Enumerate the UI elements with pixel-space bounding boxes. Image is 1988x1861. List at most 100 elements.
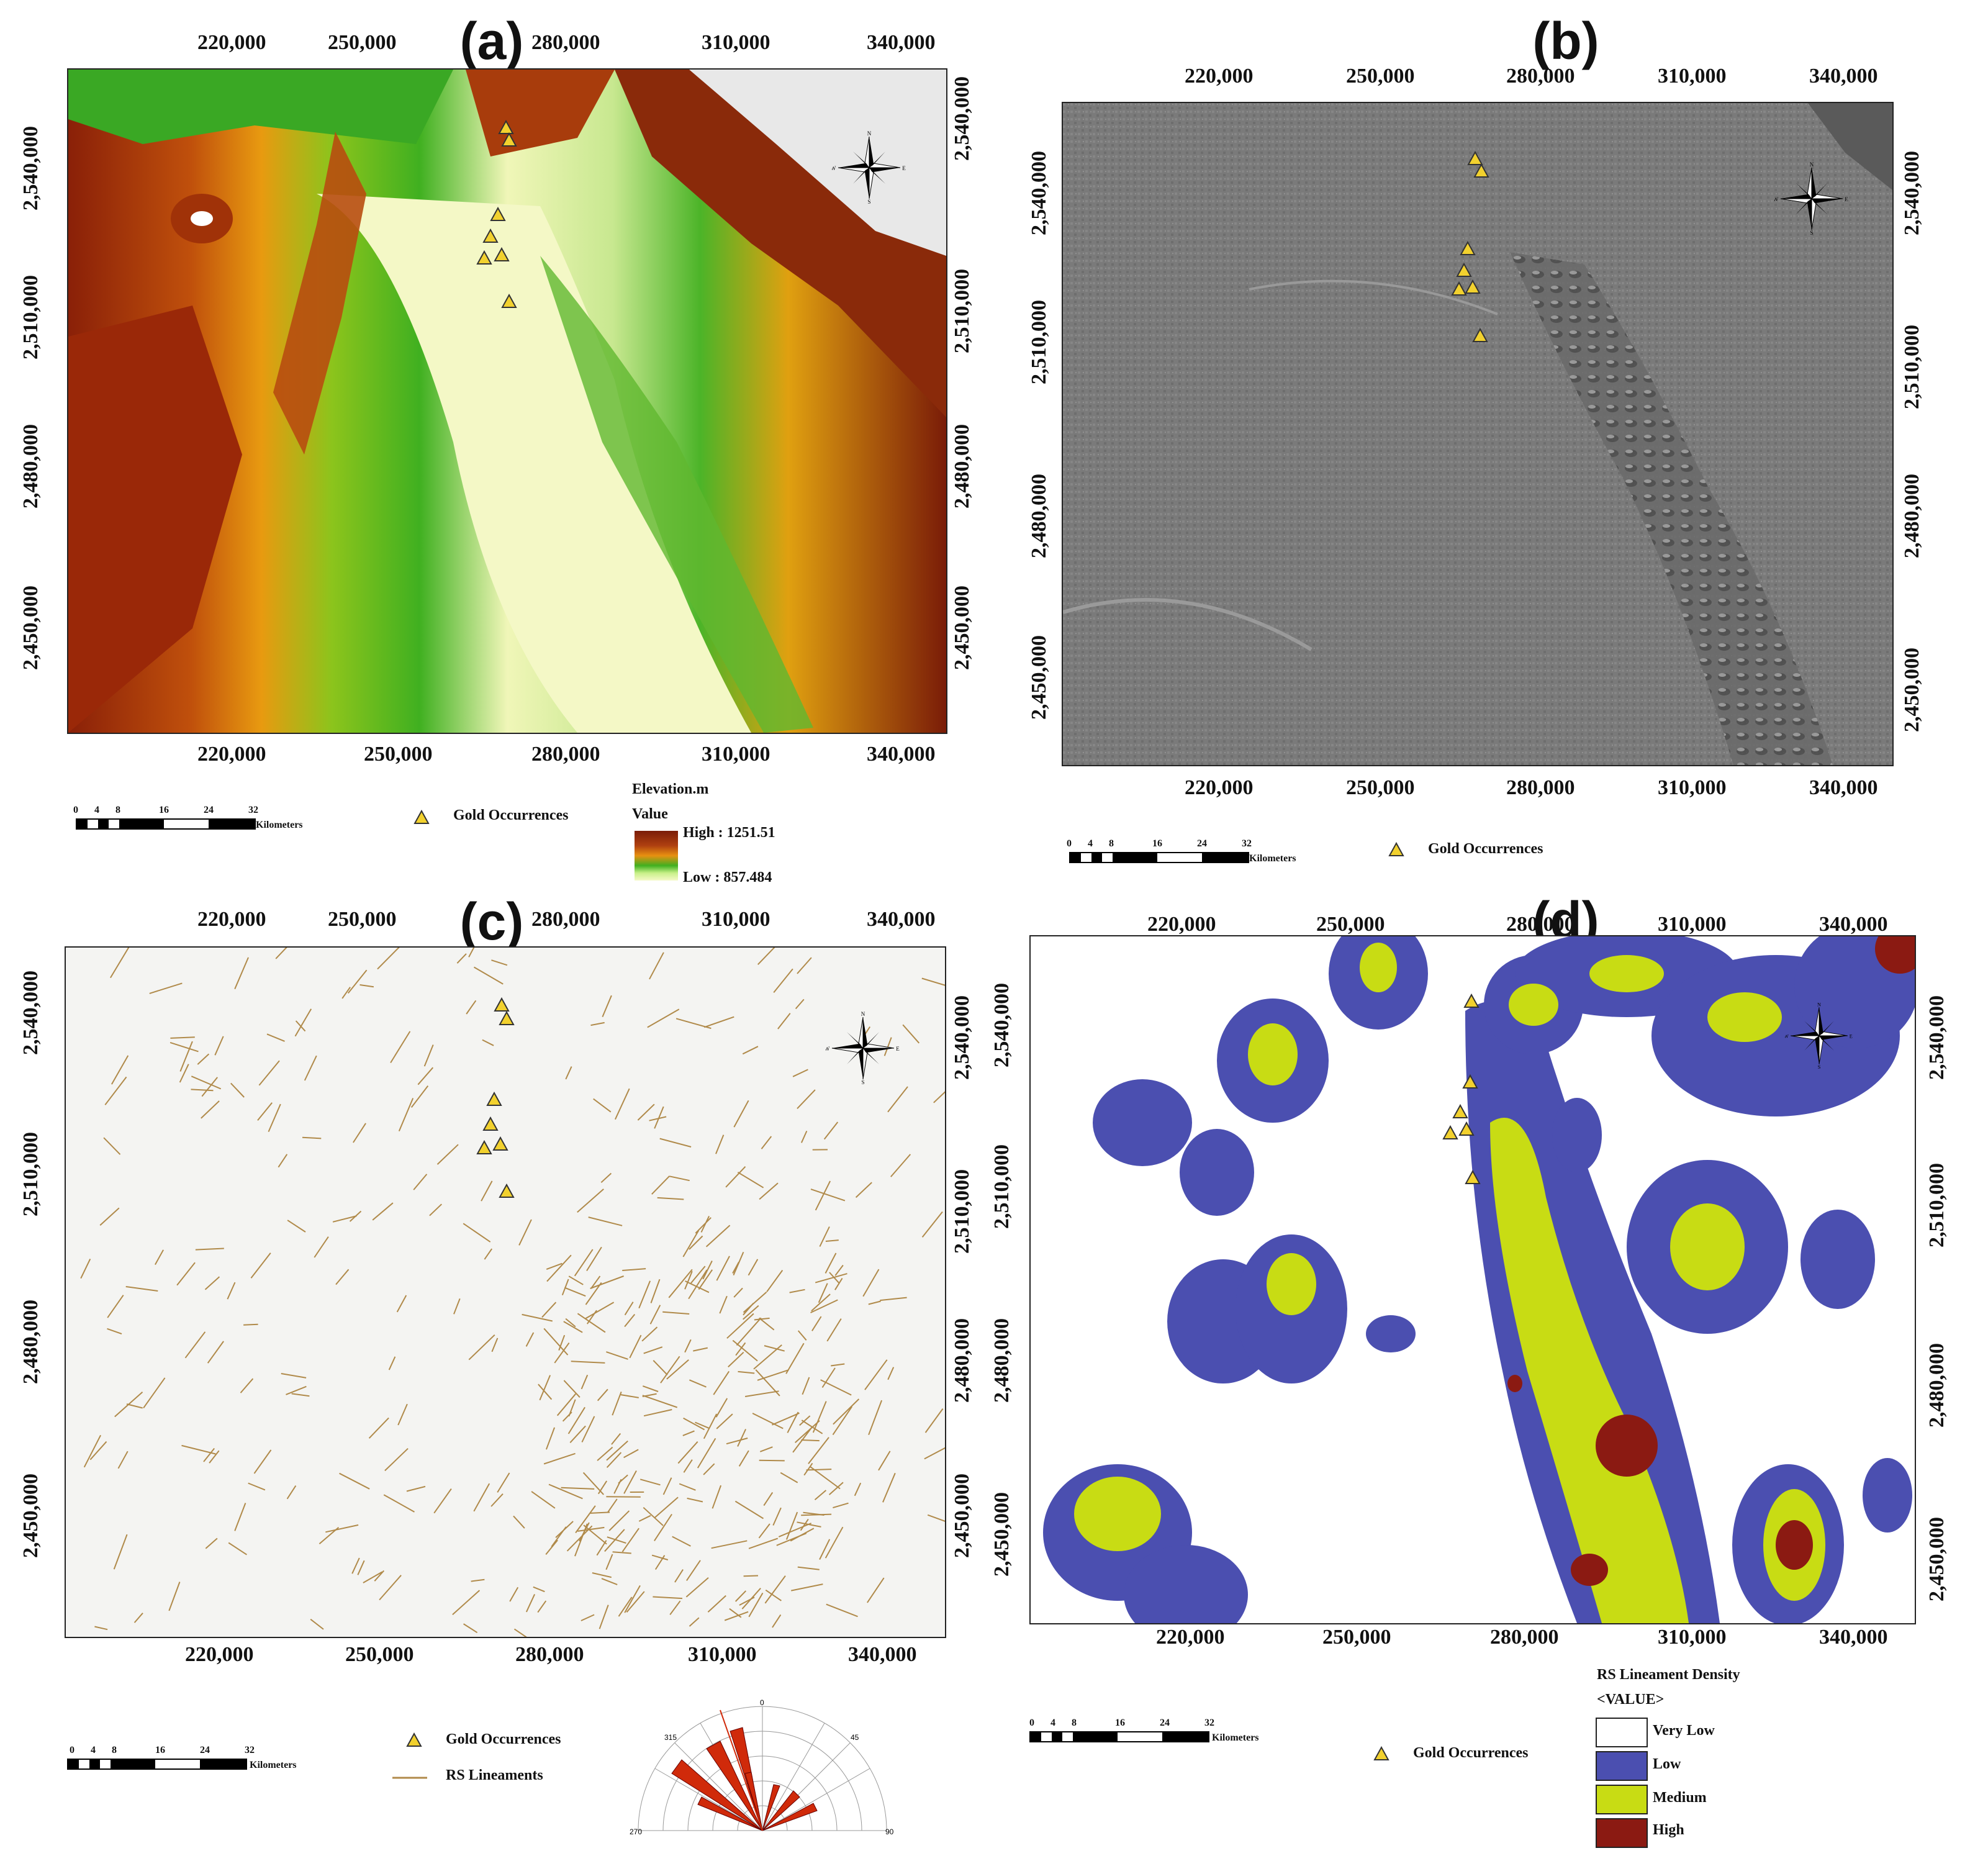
lineament-segment [433,1488,452,1514]
lineament-segment [803,1462,813,1476]
lineament-segment [191,1089,214,1092]
x-tick: 250,000 [328,908,397,931]
lineament-segment [579,1522,590,1542]
legend-class-label: High [1653,1822,1684,1838]
lineament-segment [94,1626,108,1631]
lineament-segment [456,953,467,964]
lineament-segment [546,1254,572,1282]
lineament-segment [383,1494,415,1513]
lineament-segment [800,1518,809,1531]
lineament-segment [890,1154,911,1177]
lineament-segment [258,1060,280,1086]
lineament-segment [590,1275,601,1289]
gold-occurrence-marker [501,294,517,308]
lineament-segment [808,1437,829,1464]
scale-tick: 4 [91,1745,96,1755]
lineament-segment [406,1485,426,1492]
y-tick: 2,540,000 [951,995,974,1080]
lineament-segment [596,1540,607,1556]
compass-label-w: W [1774,196,1779,202]
lineament-segment [561,1487,595,1490]
lineament-segment [716,1413,733,1429]
y-tick: 2,480,000 [951,424,974,509]
lineament-segment [113,1534,128,1570]
compass-label-e: E [1845,196,1848,202]
lineament-segment [735,1342,746,1356]
legend-gold-label: Gold Occurrences [446,1731,561,1747]
lineament-segment [243,1323,258,1326]
lineament-segment [643,1506,664,1526]
legend-lineament-label: RS Lineaments [446,1767,543,1783]
lineament-segment [110,948,130,979]
lineament-segment [933,1091,945,1103]
lineament-segment [785,1343,805,1374]
panel-letter-a: (a) [459,12,524,70]
lineament-segment [491,959,508,966]
compass-label-n: N [861,1011,865,1017]
lineament-density-map [1029,935,1916,1624]
lineament-segment [533,1586,545,1593]
lineament-segment [759,1182,779,1200]
y-tick: 2,450,000 [19,1474,42,1558]
x-tick: 250,000 [364,743,433,766]
lineament-segment [103,1137,121,1155]
lineament-segment [693,1347,708,1352]
legend-swatch-low [1596,1751,1648,1781]
lineament-segment [582,1472,604,1495]
lineament-segment [675,1018,712,1030]
lineament-segment [742,1046,759,1055]
x-tick: 250,000 [345,1643,414,1666]
lineament-segment [286,1485,297,1500]
y-tick: 2,540,000 [1900,151,1923,235]
rose-diagram-graphic: 270 0 90 315 45 [630,1698,894,1836]
lineament-segment [518,1219,532,1246]
lineament-segment [209,1450,220,1464]
scale-bar-graphic [1029,1731,1209,1742]
lineament-segment [834,1264,844,1276]
x-tick: 220,000 [197,31,266,54]
lineament-segment [759,1446,773,1452]
rose-label-270: 270 [630,1827,642,1836]
lineament-segment [575,1505,596,1534]
lineament-segment [679,1483,696,1491]
lineament-segment [214,1036,224,1056]
lineament-segment [612,1392,622,1416]
lineament-segment [565,1318,576,1328]
lineament-segment [825,1252,837,1274]
scale-tick: 32 [248,805,258,815]
lineament-segment [133,1613,143,1623]
north-arrow-compass-icon: N S E W [826,1011,900,1085]
scale-tick: 0 [1067,838,1072,849]
lineament-segment [924,1408,944,1433]
y-tick: 2,540,000 [19,126,42,211]
lineament-segment [726,1313,754,1339]
lineament-segment [612,1551,631,1554]
lineament-segment [593,1098,612,1113]
lineament-segment [351,1557,360,1574]
y-tick: 2,480,000 [1925,1343,1948,1428]
lineament-segment [624,1302,634,1316]
north-arrow-compass-icon: N S E W [832,130,906,205]
lineament-segment [597,1446,613,1461]
lineament-segment [538,1383,553,1400]
y-tick: 2,480,000 [1900,474,1923,558]
lineament-segment [590,1021,605,1026]
gold-occurrence-marker-icon [1388,842,1404,856]
lineament-segment [181,1444,216,1455]
lineament-segment [684,1270,693,1290]
lineament-segment [797,1330,807,1341]
lineament-segment [281,1373,307,1379]
lineament-segment [748,1259,759,1276]
scale-bar-graphic [76,818,256,830]
lineament-segment [347,969,368,994]
lineament-segment [359,984,374,988]
lineament-segment [563,1380,581,1398]
y-tick: 2,480,000 [19,424,42,509]
scale-tick: 32 [1204,1718,1214,1728]
y-tick: 2,510,000 [990,1144,1013,1229]
x-tick: 340,000 [867,908,936,931]
gold-occurrence-marker [476,1140,492,1154]
rose-label-45: 45 [851,1733,859,1742]
lineament-segment [169,1041,199,1053]
lineament-segment [566,1525,593,1552]
